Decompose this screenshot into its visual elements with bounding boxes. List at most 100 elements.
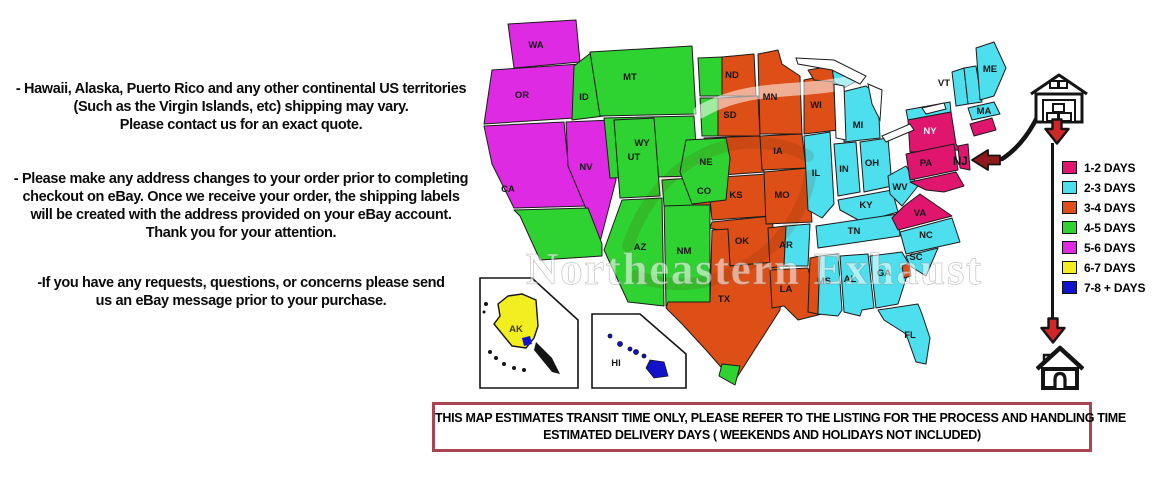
instruction-notes: - Hawaii, Alaska, Puerto Rico and any ot… [6, 80, 476, 310]
state-PA [905, 143, 959, 181]
state-label-WI: WI [810, 100, 822, 111]
legend-swatch [1062, 281, 1077, 294]
watermark-swoosh [693, 53, 919, 119]
state-label-VA: VA [914, 208, 927, 219]
watermark-swoosh [622, 136, 814, 252]
state-label-GA: GA [877, 268, 891, 279]
state-TN [815, 213, 901, 249]
alaska-panhandle [534, 342, 560, 374]
state-label-CO-E: CO [697, 186, 711, 197]
transit-legend: 1-2 DAYS 2-3 DAYS 3-4 DAYS 4-5 DAYS 5-6 DAYS… [1062, 160, 1145, 295]
state-label-AZ: AZ [634, 242, 647, 253]
note-line: -If you have any requests, questions, or… [37, 275, 445, 291]
state-IL [803, 131, 835, 219]
state-label-MO: MO [774, 190, 789, 201]
legend-label: 2-3 DAYS [1084, 180, 1136, 195]
note-line: checkout on eBay. Once we receive your o… [22, 189, 460, 205]
legend-label: 3-4 DAYS [1084, 200, 1136, 215]
state-label-SC: SC [909, 252, 922, 263]
legend-swatch [1062, 201, 1077, 214]
state-label-MN: MN [763, 92, 778, 103]
state-label-MS-E: MS [817, 276, 831, 287]
state-label-KS: KS [729, 190, 742, 201]
state-label-AK: AK [509, 324, 523, 335]
note-line: - Hawaii, Alaska, Puerto Rico and any ot… [15, 81, 467, 97]
state-IN [833, 141, 861, 197]
legend-label: 5-6 DAYS [1084, 240, 1136, 255]
state-label-WV: WV [892, 182, 908, 193]
note-line: Thank you for your attention. [145, 225, 337, 241]
great-lake [881, 123, 915, 143]
home-icon [1036, 345, 1084, 390]
state-MA [967, 101, 1001, 121]
state-label-HI: HI [611, 358, 621, 369]
legend-item: 5-6 DAYS [1062, 240, 1145, 255]
hawaii-island [633, 349, 639, 355]
state-label-OR: OR [515, 90, 529, 101]
state-label-LA: LA [780, 284, 793, 295]
state-label-NY-S: NY [923, 126, 937, 137]
state-label-ID: ID [579, 92, 589, 103]
legend-label: 4-5 DAYS [1084, 220, 1136, 235]
legend-item: 3-4 DAYS [1062, 200, 1145, 215]
aleutian-island [502, 362, 506, 366]
aleutian-island [484, 302, 488, 306]
state-ME [975, 41, 1007, 101]
state-label-OH: OH [865, 158, 879, 169]
watermark-text: Northeastern Exhaust [526, 244, 981, 294]
us-transit-map: WA OR CA NV ID MT WY UT AZ NM CO ND SD KS NE OK TX MN IA MO… [479, 19, 1007, 389]
state-CA-S [513, 207, 603, 261]
legend-swatch [1062, 241, 1077, 254]
state-label-SD-E: SD [723, 110, 736, 121]
state-NE-W [679, 137, 731, 205]
aleutian-island [488, 350, 492, 354]
state-label-FL: FL [904, 330, 916, 341]
state-label-MI: MI [853, 120, 864, 131]
aleutian-island [522, 368, 526, 372]
state-label-KY: KY [859, 200, 873, 211]
state-label-TX: TX [718, 294, 731, 305]
aleutian-island [512, 366, 516, 370]
state-GA [869, 251, 911, 309]
state-GA-COAST [901, 262, 912, 279]
legend-label: 1-2 DAYS [1084, 160, 1136, 175]
state-UT [613, 117, 661, 199]
state-TX-TIP [718, 363, 741, 386]
state-label-PA: PA [920, 158, 933, 169]
note-line: - Please make any address changes to you… [13, 171, 469, 187]
legend-item: 4-5 DAYS [1062, 220, 1145, 235]
hawaii-big-island [645, 359, 669, 379]
hawaii-island [641, 353, 647, 359]
note-paragraph: - Hawaii, Alaska, Puerto Rico and any ot… [6, 80, 476, 134]
legend-item: 6-7 DAYS [1062, 261, 1145, 275]
note-line: (Such as the Virgin Islands, etc) shippi… [73, 99, 409, 115]
state-label-ME: ME [983, 64, 997, 75]
down-arrow-icon [1044, 118, 1070, 145]
state-label-IL: IL [812, 168, 821, 179]
aleutian-island [482, 310, 486, 314]
down-arrow-icon [1040, 317, 1066, 344]
state-label-IN: IN [839, 164, 849, 175]
state-NH [963, 65, 983, 105]
state-label-OK: OK [735, 236, 749, 247]
state-MO [763, 167, 813, 225]
inset-hawaii-box [591, 313, 687, 389]
hawaii-island [607, 333, 613, 339]
state-CT-RI [969, 117, 997, 137]
great-lake [921, 102, 947, 115]
note-line: us an eBay message prior to your purchas… [95, 293, 387, 309]
state-label-IA: IA [773, 146, 783, 157]
state-label-WY: WY [634, 138, 650, 149]
state-AZ [603, 197, 665, 307]
state-label-MT: MT [623, 72, 637, 83]
great-lake [867, 83, 883, 122]
banner-line-1: THIS MAP ESTIMATES TRANSIT TIME ONLY, PL… [435, 411, 1126, 425]
state-label-AR-E: AR [779, 240, 793, 251]
legend-item: 2-3 DAYS [1062, 180, 1145, 195]
great-lake [795, 57, 867, 85]
alaska-blue-zone [522, 336, 532, 346]
nj-callout-label: NJ [953, 156, 968, 168]
state-MD-DE [909, 171, 965, 193]
state-label-NE-W: NE [699, 157, 712, 168]
state-label-ND-E: ND [725, 70, 739, 81]
